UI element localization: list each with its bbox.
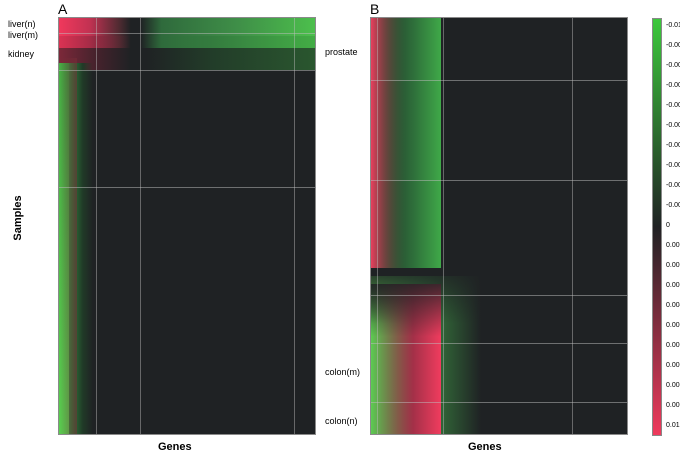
heatmap-a-base (59, 18, 315, 434)
color-scale-tick-label: -0.009 (666, 42, 680, 49)
panel-a-letter: A (58, 1, 68, 17)
color-scale-tick-label: -0.006 (666, 102, 680, 109)
heatmap-b-vgrid (572, 18, 573, 434)
panel-b-letter: B (370, 1, 380, 17)
color-scale-bar (652, 18, 662, 436)
row-label-colon-m: colon(m) (325, 367, 361, 377)
heatmap-a-hgrid (59, 70, 315, 71)
row-label-kidney: kidney (8, 49, 35, 59)
heatmap-b-vgrid (443, 18, 444, 434)
heatmap-b-prostate-green-cluster (371, 18, 441, 268)
heatmap-b-hgrid (371, 402, 627, 403)
color-scale-tick-label: 0.005 (666, 322, 680, 329)
y-axis-title: Samples (12, 195, 24, 241)
color-scale-tick-label: -0.002 (666, 182, 680, 189)
color-scale-tick-label: 0.002 (666, 262, 680, 269)
color-scale-tick-label: 0.003 (666, 282, 680, 289)
color-scale-tick-label: -0.001 (666, 202, 680, 209)
heatmap-b-hgrid (371, 80, 627, 81)
color-scale-tick-label: 0.004 (666, 302, 680, 309)
x-axis-title-a: Genes (158, 441, 192, 453)
heatmap-a-vgrid (294, 18, 295, 434)
row-label-liver-n: liver(n) (8, 19, 36, 29)
heatmap-a-hgrid (59, 33, 315, 34)
heatmap-b-colon-red-fade (371, 284, 441, 434)
x-axis-title-b: Genes (468, 441, 502, 453)
row-label-liver-m: liver(m) (8, 30, 38, 40)
heatmap-a-vgrid (140, 18, 141, 434)
heatmap-b-hgrid (371, 343, 627, 344)
color-scale-tick-label: -0.008 (666, 62, 680, 69)
row-label-colon-n: colon(n) (325, 416, 358, 426)
color-scale-tick-label: 0.006 (666, 342, 680, 349)
heatmap-a-kidney-band (59, 36, 315, 70)
row-label-prostate: prostate (325, 47, 358, 57)
color-scale-tick-label: -0.007 (666, 82, 680, 89)
color-scale-tick-label: 0.01 (666, 422, 680, 429)
color-scale-tick-label: 0 (666, 222, 670, 229)
heatmap-a-vgrid (96, 18, 97, 434)
heatmap-b-vgrid (377, 18, 378, 434)
heatmap-a-hgrid (59, 187, 315, 188)
heatmap-panel-b (370, 17, 628, 435)
color-scale-tick-label: 0.009 (666, 402, 680, 409)
heatmap-a-right-gene-cluster (59, 58, 77, 434)
color-scale-tick-label: -0.005 (666, 122, 680, 129)
color-scale-tick-label: -0.01 (666, 22, 680, 29)
heatmap-b-hgrid (371, 295, 627, 296)
heatmap-b-hgrid (371, 180, 627, 181)
color-scale-tick-label: -0.004 (666, 142, 680, 149)
color-scale-tick-label: 0.007 (666, 362, 680, 369)
color-scale-tick-label: -0.003 (666, 162, 680, 169)
color-scale-tick-label: 0.008 (666, 382, 680, 389)
heatmap-panel-a (58, 17, 316, 435)
color-scale-tick-label: 0.001 (666, 242, 680, 249)
